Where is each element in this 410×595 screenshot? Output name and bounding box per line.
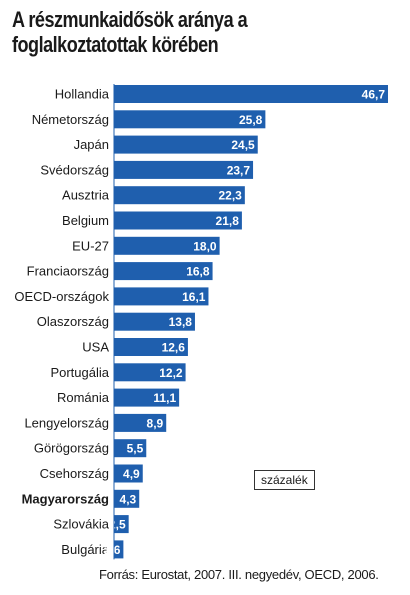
category-label: Japán <box>74 137 109 152</box>
bar <box>114 287 209 306</box>
chart-title: A részmunkaidősök aránya a foglalkoztato… <box>12 7 332 57</box>
value-label: 2,5 <box>109 518 126 532</box>
chart-title-line-1: A részmunkaidősök aránya a <box>12 7 248 32</box>
bar <box>114 515 129 534</box>
bar <box>114 211 242 230</box>
category-label: Németország <box>32 112 109 127</box>
category-label: Görögország <box>34 441 109 456</box>
value-label: 46,7 <box>362 88 386 102</box>
category-label: Szlovákia <box>53 517 109 532</box>
value-label: 22,3 <box>218 189 242 203</box>
bar <box>114 489 140 508</box>
value-label: 24,5 <box>231 138 255 152</box>
category-label: EU-27 <box>72 238 109 253</box>
bar <box>114 363 186 382</box>
category-label: Hollandia <box>55 87 110 102</box>
value-label: 12,2 <box>159 366 183 380</box>
value-label: 13,8 <box>169 315 193 329</box>
value-label: 16,8 <box>186 265 210 279</box>
bar <box>114 110 266 129</box>
value-label: 1,6 <box>104 543 121 557</box>
category-label: OECD-országok <box>14 289 109 304</box>
bar <box>114 186 245 205</box>
category-label: USA <box>82 340 109 355</box>
bar <box>114 85 388 103</box>
value-label: 18,0 <box>193 239 217 253</box>
category-label: Svédország <box>40 162 109 177</box>
category-label: Lengyelország <box>24 415 109 430</box>
value-label: 23,7 <box>227 163 251 177</box>
bar <box>114 312 195 331</box>
category-label: Franciaország <box>27 264 109 279</box>
category-label: Ausztria <box>62 188 110 203</box>
value-label: 12,6 <box>162 341 186 355</box>
value-label: 16,1 <box>182 290 206 304</box>
value-label: 8,9 <box>147 416 164 430</box>
value-label: 5,5 <box>127 442 144 456</box>
bar <box>114 464 143 483</box>
bar <box>114 236 220 255</box>
bar <box>114 135 258 154</box>
source-note: Forrás: Eurostat, 2007. III. negyedév, O… <box>99 567 379 582</box>
category-label: Belgium <box>62 213 109 228</box>
bar <box>114 338 188 356</box>
bar <box>114 439 147 458</box>
category-label: Bulgária <box>61 542 109 557</box>
category-label: Magyarország <box>22 491 109 506</box>
value-label: 11,1 <box>153 391 176 405</box>
category-label: Portugália <box>50 365 109 380</box>
chart-title-line-2: foglalkoztatottak körében <box>12 32 219 57</box>
unit-label: százalék <box>254 470 315 490</box>
bar <box>114 413 167 432</box>
bar <box>114 388 180 407</box>
value-label: 25,8 <box>239 113 263 127</box>
bar <box>114 540 124 559</box>
bar <box>114 160 254 179</box>
value-label: 4,9 <box>123 467 140 481</box>
value-label: 21,8 <box>216 214 240 228</box>
value-label: 4,3 <box>120 492 137 506</box>
category-label: Csehország <box>40 466 109 481</box>
category-label: Románia <box>57 390 110 405</box>
bar <box>114 262 213 281</box>
category-label: Olaszország <box>37 314 109 329</box>
